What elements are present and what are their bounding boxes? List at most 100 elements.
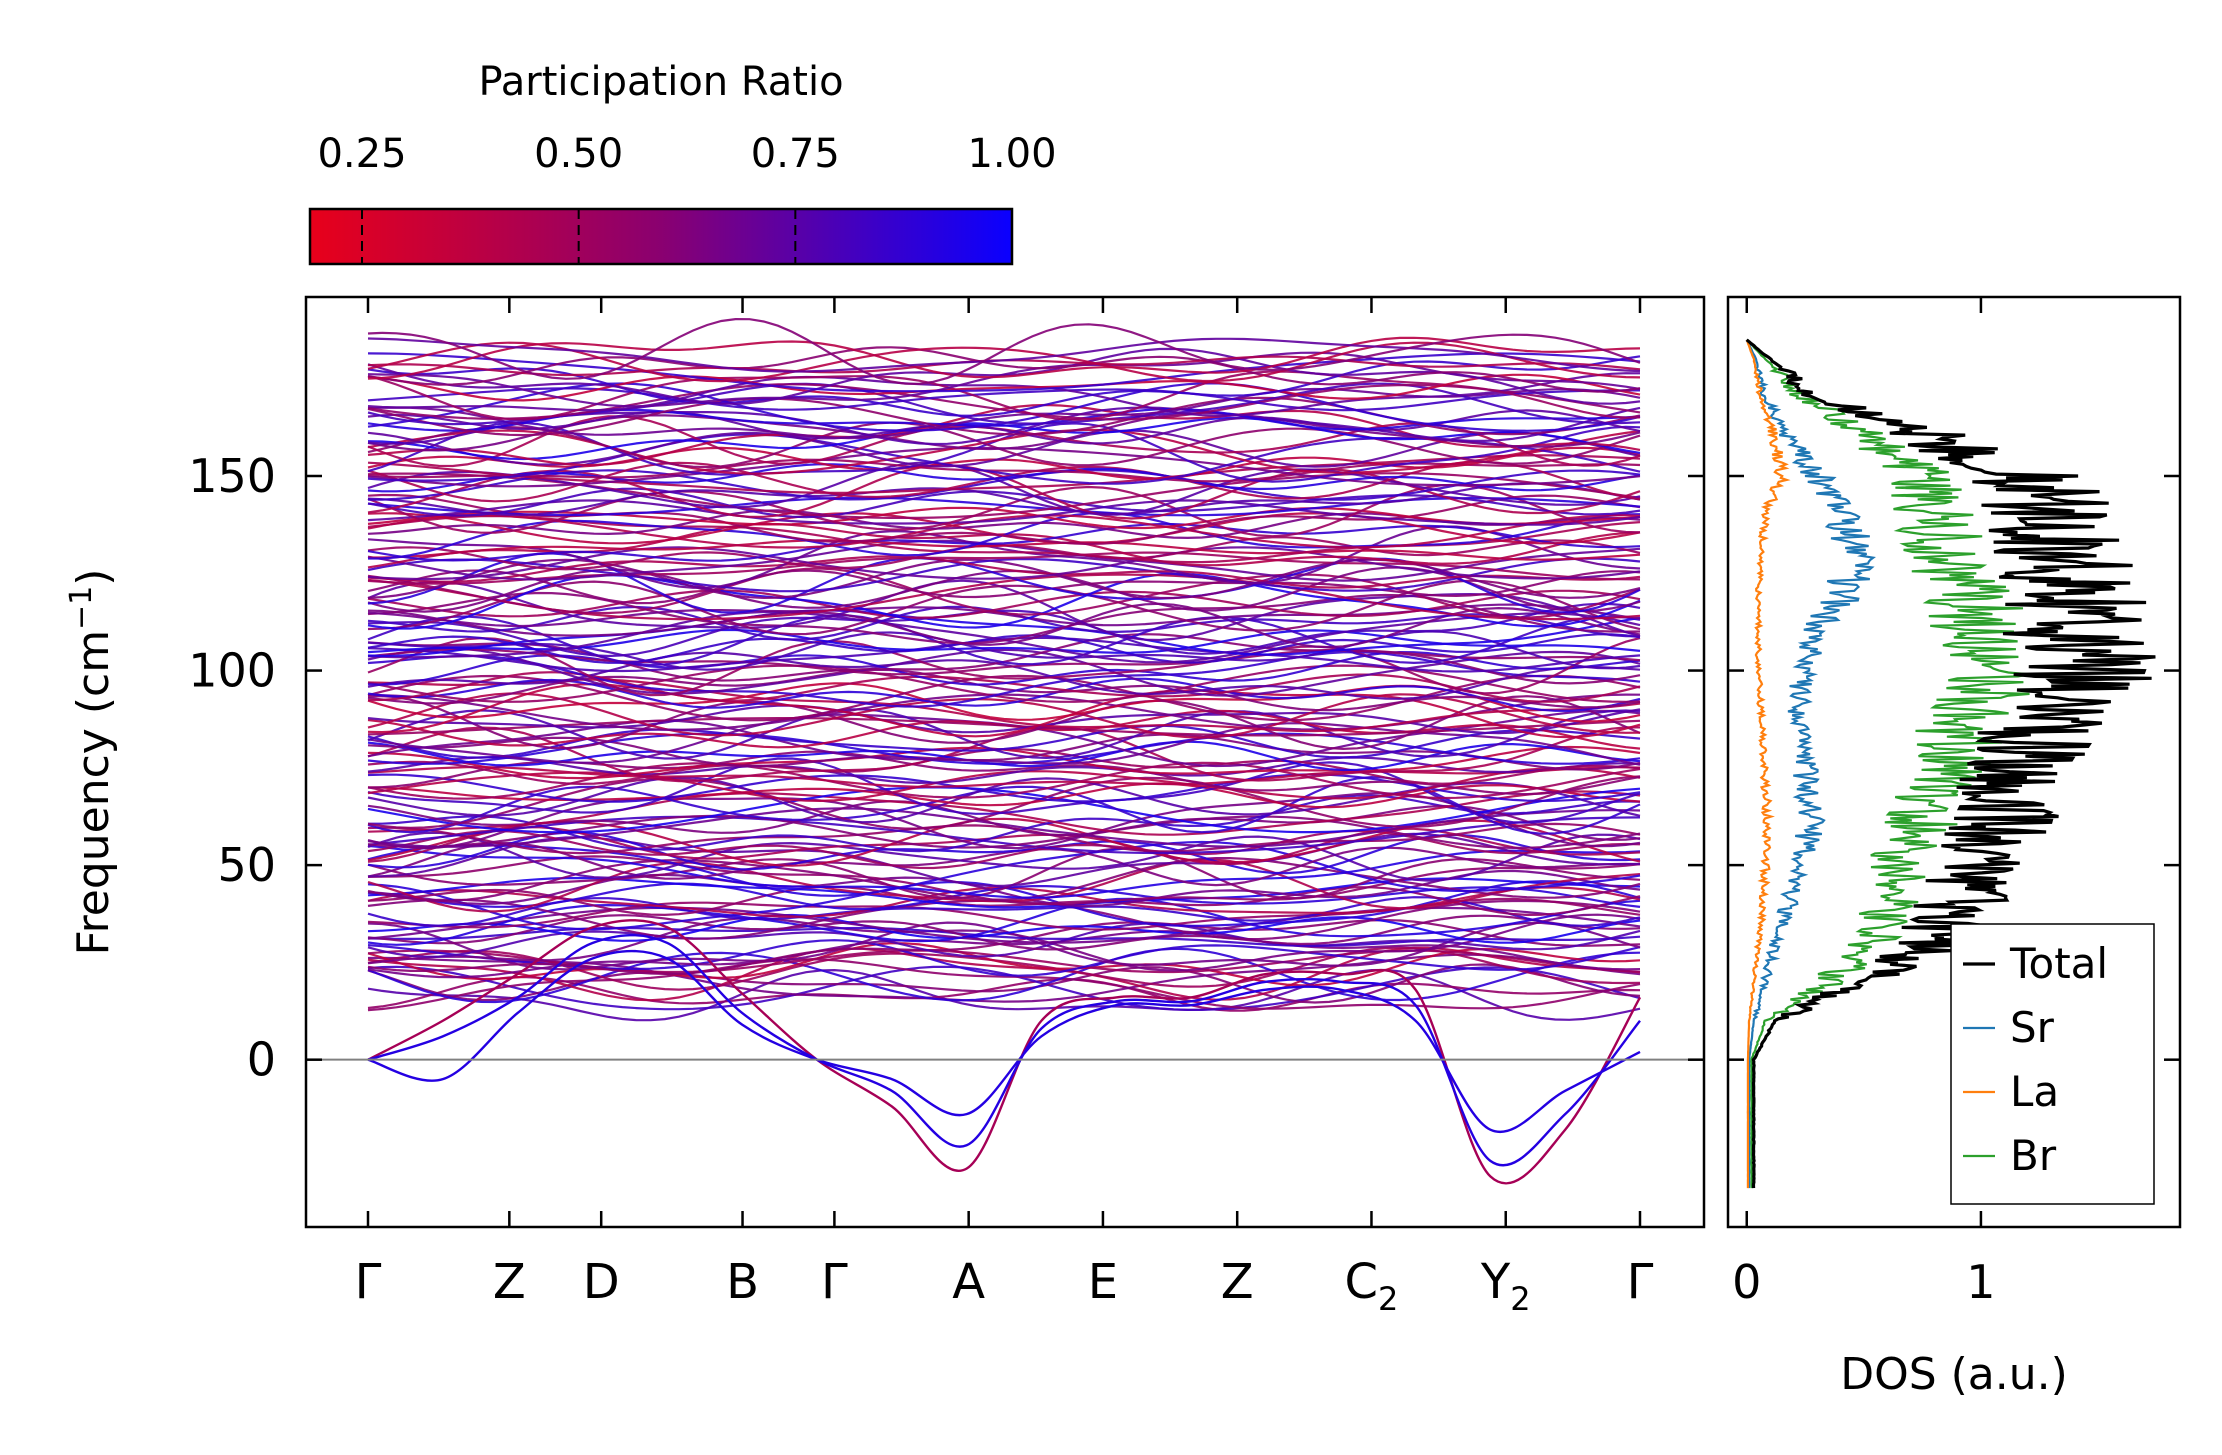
phonon-band <box>367 463 1641 493</box>
colorbar-tick-labels: 0.25 0.50 0.75 1.00 <box>317 131 1056 177</box>
phonon-band <box>367 876 1641 909</box>
phonon-band <box>367 387 1640 412</box>
band-axis-ticks <box>306 297 2180 1227</box>
phonon-band <box>367 841 1641 887</box>
legend-label: Total <box>2009 939 2108 988</box>
phonon-band <box>367 814 1641 850</box>
phonon-band <box>367 602 1641 649</box>
legend-label: La <box>2010 1067 2059 1116</box>
y-tick-labels: 0 50 100 150 <box>188 449 276 1087</box>
dos-axis-ticks <box>1745 297 1983 1227</box>
phonon-band <box>367 539 1641 561</box>
phonon-band <box>367 567 1641 619</box>
phonon-band <box>367 347 1641 405</box>
kpoint-label: E <box>1088 1254 1118 1310</box>
phonon-band <box>367 708 1641 760</box>
phonon-band <box>367 664 1641 703</box>
phonon-band <box>367 496 1641 517</box>
dos-legend: Total Sr La Br <box>1950 923 2155 1205</box>
dos-curve-la <box>1745 339 1791 1189</box>
phonon-band <box>367 855 1641 906</box>
y-axis-label: Frequency (cm−1) <box>64 569 120 956</box>
phonon-band <box>367 396 1641 437</box>
band-panel-frame <box>304 295 1706 1229</box>
phonon-band <box>367 614 1641 667</box>
phonon-band <box>367 869 1641 908</box>
phonon-band <box>367 337 1641 373</box>
colorbar-frame <box>308 207 1014 266</box>
phonon-band <box>367 829 1641 870</box>
dos-x-tick-label: 1 <box>1966 1255 1995 1309</box>
colorbar: Participation Ratio 0.25 0.50 0.75 1.00 <box>308 59 1057 266</box>
legend-label: Sr <box>2010 1003 2055 1052</box>
phonon-band <box>367 569 1641 605</box>
kpoint-label: D <box>583 1254 620 1310</box>
colorbar-tick-label: 0.75 <box>751 131 840 177</box>
phonon-band <box>367 897 1641 946</box>
kpoint-labels: Γ Z D B Γ A E Z C2 Y2 Γ <box>355 1254 1654 1318</box>
colorbar-gradient <box>310 209 1012 264</box>
phonon-band <box>367 913 1641 944</box>
phonon-band <box>367 648 1641 676</box>
phonon-band <box>367 370 1641 421</box>
phonon-band <box>367 499 1641 526</box>
phonon-band <box>367 761 1641 800</box>
phonon-band <box>367 336 1641 380</box>
colorbar-tick-label: 1.00 <box>967 131 1056 177</box>
phonon-band <box>367 674 1641 722</box>
phonon-band <box>367 346 1641 393</box>
legend-label: Br <box>2010 1131 2057 1180</box>
phonon-band <box>367 831 1641 882</box>
phonon-band <box>367 551 1641 585</box>
legend-items: Total Sr La Br <box>1963 939 2108 1180</box>
phonon-band <box>367 677 1641 713</box>
y-tick-label: 150 <box>188 449 276 503</box>
phonon-band <box>367 633 1641 664</box>
dos-panel-frame <box>1726 295 2182 1229</box>
phonon-band <box>367 628 1641 654</box>
phonon-band <box>367 786 1641 834</box>
acoustic-branch <box>367 933 1641 1167</box>
colorbar-tick-label: 0.25 <box>317 131 406 177</box>
colorbar-label: Participation Ratio <box>478 59 843 105</box>
phonon-band <box>367 421 1641 469</box>
phonon-band <box>367 636 1641 697</box>
phonon-band <box>367 602 1641 658</box>
dos-x-axis-label: DOS (a.u.) <box>1840 1349 2068 1400</box>
kpoint-label: Γ <box>821 1254 848 1310</box>
phonon-bands <box>367 317 1642 1185</box>
dos-curves <box>1745 338 2156 1189</box>
kpoint-label: Γ <box>355 1254 382 1310</box>
kpoint-label: C2 <box>1345 1254 1399 1318</box>
y-tick-label: 50 <box>217 838 276 892</box>
phonon-band <box>367 947 1641 1004</box>
phonon-band <box>367 733 1641 771</box>
phonon-band <box>367 885 1641 917</box>
phonon-band <box>367 647 1641 697</box>
phonon-band <box>367 514 1641 549</box>
phonon-band <box>367 958 1641 1012</box>
phonon-band <box>367 693 1641 731</box>
phonon-band <box>367 579 1641 636</box>
band-structure-panel: 0 50 100 150 Γ Z D B Γ A E Z C2 Y2 Γ Frequency (cm−1) <box>64 295 2180 1318</box>
dos-x-tick-label: 0 <box>1732 1255 1761 1309</box>
phonon-band <box>367 458 1641 483</box>
phonon-band <box>367 775 1641 835</box>
phonon-band <box>367 373 1641 402</box>
phonon-band <box>367 482 1641 517</box>
phonon-band <box>367 704 1641 735</box>
phonon-band <box>367 765 1641 788</box>
phonon-band <box>368 794 1641 853</box>
phonon-band <box>367 968 1641 1022</box>
phonon-band <box>367 650 1641 686</box>
phonon-band <box>367 428 1641 475</box>
phonon-band <box>367 726 1640 783</box>
y-axis-label-superscript: −1 <box>64 586 99 630</box>
phonon-band <box>367 555 1641 589</box>
phonon-band <box>367 800 1641 842</box>
kpoint-label: Z <box>1221 1254 1254 1310</box>
kpoint-label: B <box>726 1254 759 1310</box>
acoustic-branch <box>367 949 1641 1133</box>
y-tick-label: 100 <box>188 644 276 698</box>
